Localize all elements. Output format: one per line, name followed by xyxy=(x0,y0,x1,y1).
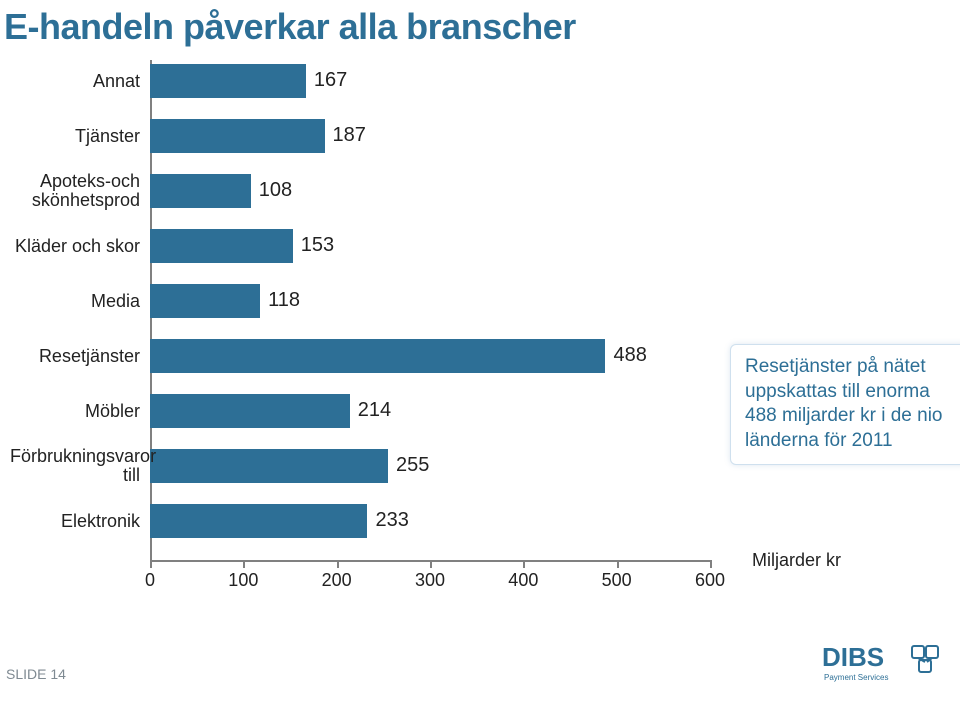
value-label: 214 xyxy=(358,399,391,422)
bar xyxy=(150,229,293,263)
x-axis-title: Miljarder kr xyxy=(752,550,841,571)
x-tick xyxy=(430,560,432,568)
bar xyxy=(150,174,251,208)
category-label: Apoteks-och skönhetsprod xyxy=(10,172,146,210)
value-label: 167 xyxy=(314,69,347,92)
chart-row: Kläder och skor xyxy=(10,229,146,263)
category-label: Elektronik xyxy=(10,512,146,531)
callout-text: Resetjänster på nätet uppskattas till en… xyxy=(745,356,942,451)
value-label: 118 xyxy=(268,289,300,312)
bar xyxy=(150,64,306,98)
x-tick xyxy=(337,560,339,568)
bar xyxy=(150,339,605,373)
logo-text: DIBS xyxy=(822,642,884,672)
chart-row: Annat xyxy=(10,64,146,98)
bar xyxy=(150,119,325,153)
bar xyxy=(150,394,350,428)
x-tick-label: 500 xyxy=(602,570,632,591)
slide: E-handeln påverkar alla branscher 167 187… xyxy=(0,0,960,702)
x-tick-label: 400 xyxy=(508,570,538,591)
category-label: Tjänster xyxy=(10,127,146,146)
chart-row: Elektronik xyxy=(10,504,146,538)
page-title: E-handeln påverkar alla branscher xyxy=(0,0,960,48)
category-label: Förbrukningsvaror till xyxy=(10,447,146,485)
x-tick-label: 0 xyxy=(145,570,155,591)
x-tick-label: 200 xyxy=(322,570,352,591)
value-label: 108 xyxy=(259,179,292,202)
callout-box: Resetjänster på nätet uppskattas till en… xyxy=(730,344,960,465)
bar xyxy=(150,504,367,538)
slide-number: SLIDE 14 xyxy=(6,666,66,682)
bar xyxy=(150,284,260,318)
logo-icon xyxy=(912,646,938,672)
chart-row: Resetjänster xyxy=(10,339,146,373)
category-label: Media xyxy=(10,292,146,311)
x-tick xyxy=(150,560,152,568)
category-label: Resetjänster xyxy=(10,347,146,366)
bar-chart: 167 187 108 153 118 488 214 255 233 0 100 200 300 40… xyxy=(10,60,730,600)
x-tick xyxy=(710,560,712,568)
x-tick xyxy=(523,560,525,568)
x-tick xyxy=(617,560,619,568)
category-label: Kläder och skor xyxy=(10,237,146,256)
chart-row: Tjänster xyxy=(10,119,146,153)
dibs-logo: DIBS Payment Services xyxy=(822,640,942,684)
value-label: 153 xyxy=(301,234,334,257)
category-label: Annat xyxy=(10,72,146,91)
logo-subtext: Payment Services xyxy=(824,673,888,682)
category-label: Möbler xyxy=(10,402,146,421)
value-label: 187 xyxy=(333,124,366,147)
value-label: 233 xyxy=(375,509,408,532)
x-tick-label: 600 xyxy=(695,570,725,591)
bar xyxy=(150,449,388,483)
value-label: 255 xyxy=(396,454,429,477)
x-tick xyxy=(243,560,245,568)
chart-row: Möbler xyxy=(10,394,146,428)
chart-row: Förbrukningsvaror till xyxy=(10,449,146,483)
x-tick-label: 300 xyxy=(415,570,445,591)
chart-row: Apoteks-och skönhetsprod xyxy=(10,174,146,208)
value-label: 488 xyxy=(613,344,646,367)
plot-area: 167187108153118488214255233 010020030040… xyxy=(150,60,710,600)
chart-row: Media xyxy=(10,284,146,318)
x-tick-label: 100 xyxy=(228,570,258,591)
